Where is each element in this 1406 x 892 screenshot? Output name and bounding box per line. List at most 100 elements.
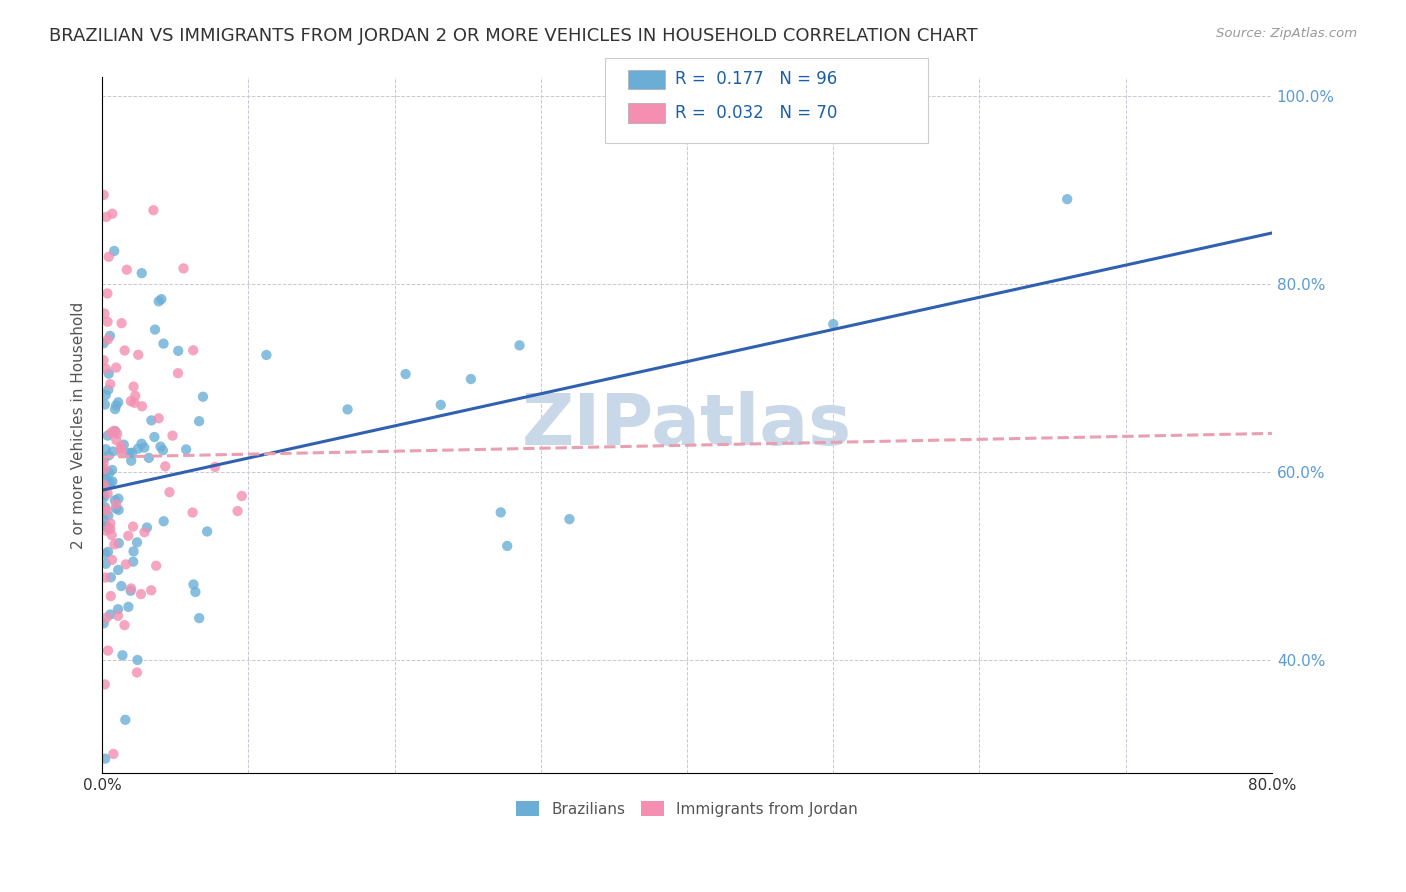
Point <box>183 577 205 591</box>
Point <box>93 477 115 491</box>
Point <box>141 583 163 598</box>
Point <box>152 443 174 458</box>
Point <box>120 394 142 409</box>
Point <box>94 751 117 765</box>
Point <box>98 607 121 622</box>
Point <box>94 524 117 538</box>
Point <box>97 428 120 442</box>
Point <box>143 322 166 336</box>
Point <box>125 665 148 680</box>
Point <box>97 333 120 347</box>
Point <box>823 317 845 331</box>
Point <box>188 414 211 428</box>
Point <box>93 187 115 202</box>
Point <box>104 424 127 438</box>
Point <box>142 203 165 218</box>
Point <box>489 505 512 519</box>
Point <box>97 383 120 397</box>
Point <box>104 493 127 508</box>
Point <box>122 379 145 393</box>
Point <box>100 426 122 441</box>
Point <box>100 475 122 490</box>
Point <box>94 519 117 533</box>
Point <box>94 361 117 376</box>
Point <box>97 521 120 535</box>
Point <box>97 315 120 329</box>
Point <box>94 442 117 457</box>
Point <box>121 446 143 460</box>
Point <box>167 343 190 358</box>
Point <box>96 210 118 224</box>
Point <box>94 547 117 561</box>
Point <box>93 464 115 478</box>
Point <box>184 585 207 599</box>
Point <box>94 503 117 517</box>
Point <box>93 488 115 502</box>
Point <box>94 571 117 585</box>
Point <box>226 504 249 518</box>
Point <box>107 608 129 623</box>
Point <box>93 491 115 505</box>
Point <box>125 535 148 549</box>
Point <box>120 454 142 468</box>
Point <box>96 519 118 533</box>
Point <box>94 500 117 515</box>
Point <box>110 440 132 454</box>
Point <box>204 460 226 475</box>
Point <box>1056 192 1078 206</box>
Text: BRAZILIAN VS IMMIGRANTS FROM JORDAN 2 OR MORE VEHICLES IN HOUSEHOLD CORRELATION : BRAZILIAN VS IMMIGRANTS FROM JORDAN 2 OR… <box>49 27 977 45</box>
Point <box>93 462 115 476</box>
Point <box>114 713 136 727</box>
Point <box>110 316 132 330</box>
Text: ZIPatlas: ZIPatlas <box>522 391 852 459</box>
Point <box>127 653 149 667</box>
Text: R =  0.032   N = 70: R = 0.032 N = 70 <box>675 104 837 122</box>
Point <box>114 343 136 358</box>
Point <box>97 486 120 500</box>
Point <box>231 489 253 503</box>
Point <box>100 528 122 542</box>
Point <box>107 503 129 517</box>
Point <box>103 537 125 551</box>
Point <box>97 508 120 523</box>
Point <box>97 643 120 657</box>
Point <box>94 472 117 486</box>
Point <box>124 396 146 410</box>
Point <box>136 520 159 534</box>
Point <box>94 388 117 402</box>
Point <box>191 390 214 404</box>
Point <box>120 582 142 596</box>
Point <box>127 442 149 456</box>
Point <box>110 442 132 457</box>
Point <box>152 514 174 528</box>
Point <box>148 411 170 425</box>
Point <box>93 512 115 526</box>
Point <box>108 536 131 550</box>
Point <box>112 438 135 452</box>
Point <box>159 485 181 500</box>
Point <box>105 398 128 412</box>
Point <box>118 446 141 460</box>
Point <box>100 589 122 603</box>
Point <box>181 506 204 520</box>
Point <box>131 399 153 413</box>
Point <box>131 436 153 450</box>
Point <box>94 677 117 691</box>
Point <box>96 286 118 301</box>
Point <box>460 372 482 386</box>
Point <box>105 426 128 441</box>
Point <box>120 583 142 598</box>
Point <box>110 579 132 593</box>
Point <box>101 475 124 489</box>
Point <box>138 450 160 465</box>
Point <box>93 464 115 478</box>
Point <box>93 353 115 368</box>
Point <box>173 261 195 276</box>
Point <box>149 440 172 454</box>
Point <box>98 329 121 343</box>
Point <box>104 501 127 516</box>
Point <box>105 360 128 375</box>
Point <box>122 519 145 533</box>
Point <box>100 522 122 536</box>
Point <box>114 618 136 632</box>
